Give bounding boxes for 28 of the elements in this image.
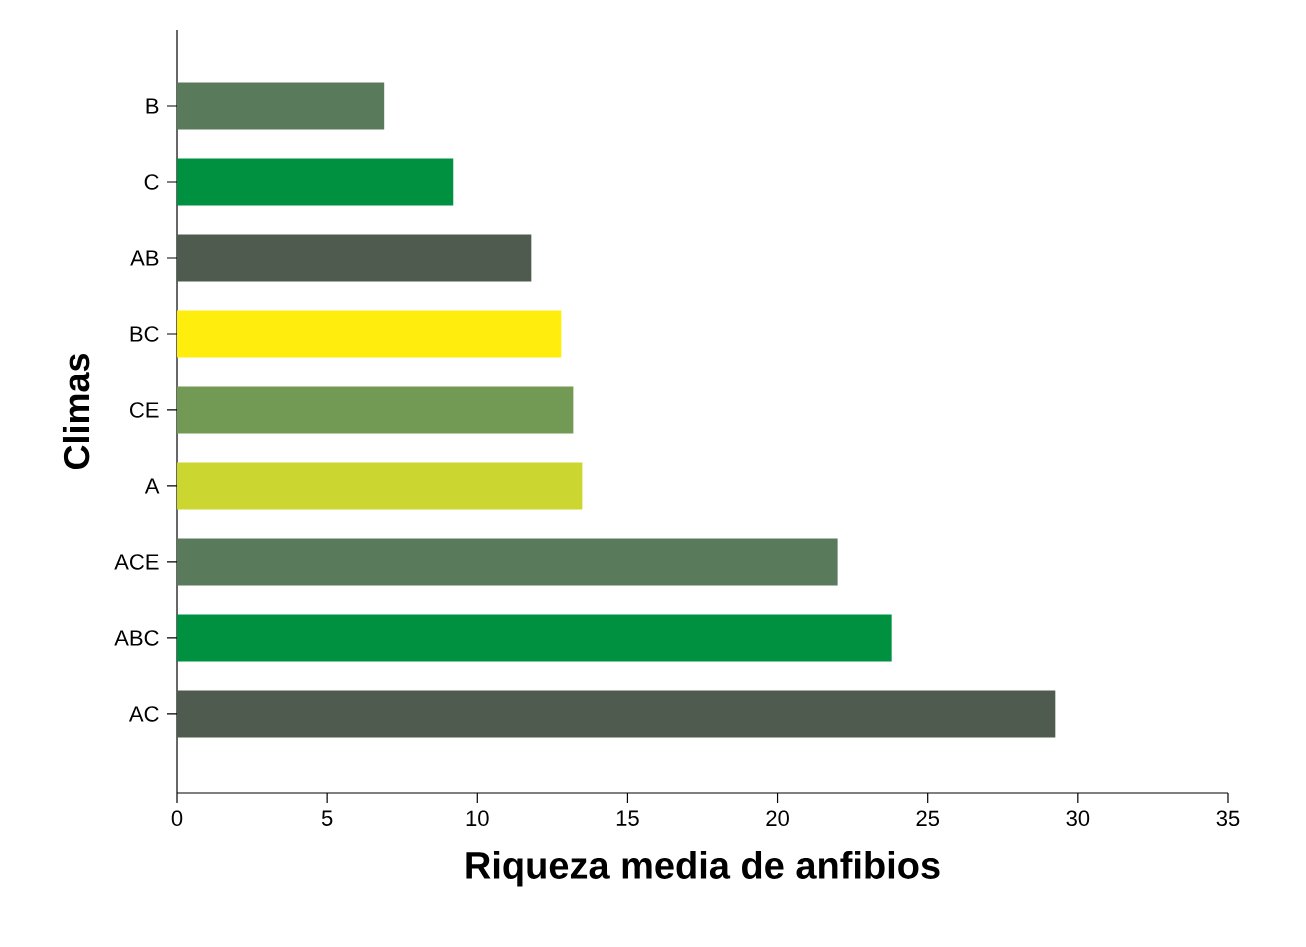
bar — [177, 158, 454, 206]
bar — [177, 82, 385, 130]
y-tick-label: CE — [130, 402, 159, 418]
x-tick-label: 20 — [766, 810, 789, 827]
y-tick-label: ABC — [114, 630, 159, 646]
y-tick-label: C — [144, 174, 159, 190]
x-tick-label: 10 — [466, 810, 489, 827]
y-axis-title: Climas — [62, 353, 90, 470]
bar — [177, 462, 583, 510]
x-tick-label: 25 — [916, 810, 940, 827]
y-tick-label: B — [146, 98, 159, 114]
x-axis-title: Riqueza media de anfibios — [466, 850, 940, 887]
x-tick-label: 5 — [321, 810, 333, 826]
x-tick-label: 30 — [1066, 810, 1090, 827]
bar — [177, 614, 892, 662]
bar — [177, 386, 574, 434]
y-tick-label: ACE — [114, 554, 159, 570]
x-tick-label: 15 — [616, 810, 639, 826]
bar — [177, 310, 562, 358]
y-tick-label: BC — [130, 326, 159, 342]
y-tick-label: AB — [130, 250, 159, 266]
bar — [177, 538, 838, 586]
y-tick-label: AC — [128, 706, 159, 722]
bar — [177, 690, 1056, 738]
bar — [177, 234, 532, 282]
x-tick-label: 35 — [1216, 810, 1240, 827]
x-tick-label: 0 — [171, 810, 183, 827]
y-tick-label: A — [144, 478, 160, 494]
